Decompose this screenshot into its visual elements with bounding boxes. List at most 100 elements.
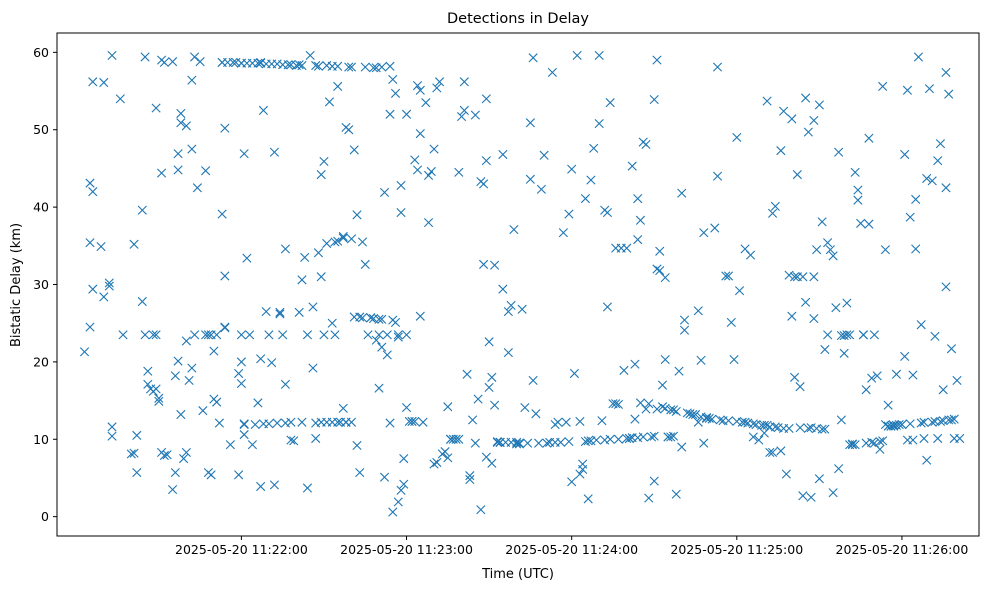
data-point bbox=[415, 85, 425, 95]
data-point bbox=[355, 312, 365, 322]
data-point bbox=[602, 302, 613, 312]
data-point bbox=[396, 180, 406, 191]
data-point bbox=[880, 245, 891, 255]
data-point bbox=[858, 330, 868, 340]
data-point bbox=[184, 375, 194, 386]
data-point bbox=[181, 121, 191, 131]
data-point bbox=[454, 434, 464, 444]
data-point bbox=[542, 438, 552, 448]
data-point bbox=[834, 147, 844, 157]
data-point bbox=[528, 53, 538, 63]
data-point bbox=[941, 67, 951, 78]
data-point bbox=[300, 252, 310, 263]
data-point bbox=[712, 62, 723, 72]
data-point bbox=[723, 271, 734, 281]
data-point bbox=[856, 218, 866, 228]
data-point bbox=[812, 245, 822, 255]
data-point bbox=[679, 315, 690, 325]
data-point bbox=[696, 355, 706, 365]
data-point bbox=[256, 354, 266, 364]
data-point bbox=[693, 417, 703, 427]
data-point bbox=[85, 178, 95, 188]
data-point bbox=[575, 416, 585, 427]
data-point bbox=[324, 97, 335, 107]
data-point bbox=[952, 375, 962, 386]
data-point bbox=[781, 469, 791, 479]
data-point bbox=[919, 417, 929, 427]
data-point bbox=[159, 57, 169, 67]
data-point bbox=[418, 417, 428, 427]
data-point bbox=[908, 435, 918, 445]
data-point bbox=[344, 62, 354, 72]
data-point bbox=[459, 105, 469, 115]
data-point bbox=[99, 77, 109, 88]
data-point bbox=[451, 434, 461, 444]
data-point bbox=[360, 259, 370, 269]
data-point bbox=[363, 330, 373, 340]
data-point bbox=[212, 330, 222, 340]
data-point bbox=[801, 297, 811, 307]
data-point bbox=[944, 89, 954, 99]
data-point bbox=[319, 156, 329, 167]
data-point bbox=[894, 419, 904, 430]
data-point bbox=[137, 205, 147, 215]
data-point bbox=[107, 431, 117, 441]
data-point bbox=[412, 165, 423, 175]
data-point bbox=[902, 85, 913, 95]
data-point bbox=[388, 74, 398, 85]
data-point bbox=[767, 208, 778, 218]
data-point bbox=[704, 413, 714, 423]
data-point bbox=[305, 50, 315, 61]
data-point bbox=[946, 344, 957, 354]
data-point bbox=[668, 431, 679, 441]
data-point bbox=[333, 417, 343, 427]
data-point bbox=[512, 437, 522, 447]
data-point bbox=[638, 432, 648, 442]
data-point bbox=[927, 417, 937, 427]
data-point bbox=[853, 195, 863, 205]
data-point bbox=[660, 354, 670, 365]
data-point bbox=[181, 336, 191, 346]
data-point bbox=[220, 323, 230, 333]
data-point bbox=[644, 399, 654, 409]
data-point bbox=[236, 357, 246, 367]
data-point bbox=[280, 244, 291, 254]
data-point bbox=[734, 286, 745, 296]
data-point bbox=[118, 330, 128, 340]
data-point bbox=[924, 84, 935, 94]
data-point bbox=[346, 234, 357, 244]
data-point bbox=[467, 415, 478, 425]
data-point bbox=[352, 210, 362, 220]
data-point bbox=[790, 272, 800, 282]
data-point bbox=[264, 419, 274, 429]
data-point bbox=[602, 207, 613, 218]
data-point bbox=[633, 235, 643, 245]
data-point bbox=[613, 434, 624, 444]
data-point bbox=[269, 480, 280, 490]
data-point bbox=[674, 366, 684, 376]
data-point bbox=[294, 60, 304, 70]
data-point bbox=[159, 450, 169, 461]
data-point bbox=[170, 467, 180, 478]
data-point bbox=[561, 417, 571, 427]
data-point bbox=[671, 406, 681, 416]
data-point bbox=[828, 251, 838, 261]
data-point bbox=[707, 414, 717, 424]
data-point bbox=[473, 394, 483, 404]
data-point bbox=[462, 369, 472, 379]
data-point bbox=[88, 187, 98, 197]
data-point bbox=[726, 317, 736, 328]
data-point bbox=[913, 52, 924, 62]
data-point bbox=[352, 440, 362, 451]
data-point bbox=[401, 402, 412, 413]
data-point bbox=[440, 447, 450, 457]
data-point bbox=[842, 298, 852, 308]
data-point bbox=[613, 399, 624, 410]
data-point bbox=[825, 245, 835, 255]
data-point bbox=[531, 409, 541, 419]
data-point bbox=[699, 228, 709, 238]
data-point bbox=[302, 330, 313, 340]
data-point bbox=[916, 320, 926, 330]
data-point bbox=[316, 272, 326, 282]
